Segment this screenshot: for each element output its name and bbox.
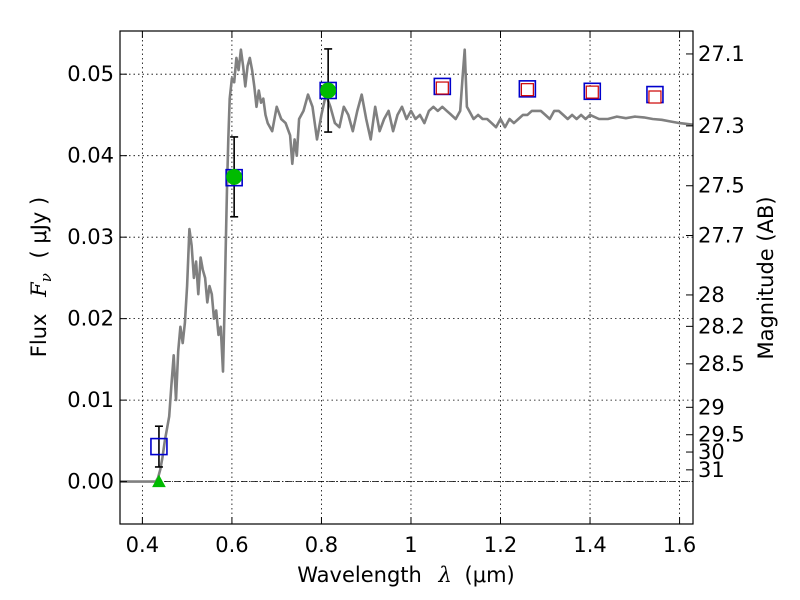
x-axis-label-prefix: Wavelength [297, 563, 422, 587]
axis-ticks: 0.4 0.6 0.8 1 1.2 1.4 1.6 0.00 0.01 0.02 0.03 0.04 0… [67, 31, 745, 557]
x-tick-label: 1.2 [484, 533, 517, 557]
y-tick-label: 0.04 [67, 144, 114, 168]
x-tick-label: 0.4 [126, 533, 159, 557]
mag-tick-label: 27.3 [698, 114, 745, 138]
sed-curve [120, 48, 693, 483]
observed-point [226, 168, 243, 185]
y-axis-label-prefix: Flux [27, 314, 51, 358]
y-tick-label: 0.05 [67, 62, 114, 86]
y2-axis-label: Magnitude (AB) [754, 196, 778, 359]
y-axis-label: Flux Fν ( μJy ) [27, 197, 56, 357]
x-tick-label: 1.4 [573, 533, 606, 557]
red-square [648, 90, 662, 104]
model-box [150, 437, 168, 456]
mag-tick-label: 28 [698, 283, 725, 307]
mag-tick-label: 29.5 [698, 423, 745, 447]
y-tick-label: 0.03 [67, 225, 114, 249]
x-axis-label: Wavelength λ (μm) [297, 563, 514, 587]
model-box [583, 82, 602, 101]
mag-tick-label: 28.5 [698, 352, 745, 376]
red-square [520, 83, 534, 97]
mag-tick-label: 27.7 [698, 224, 745, 248]
mag-tick-label: 30 [698, 440, 725, 464]
model-box [518, 80, 537, 98]
mag-tick-label: 28.2 [698, 314, 745, 338]
plot-frame [119, 30, 694, 525]
upper-limit-marker [152, 474, 166, 488]
mag-tick-label: 27.5 [698, 174, 745, 198]
x-tick-label: 1 [404, 533, 417, 557]
x-tick-label: 0.6 [215, 533, 248, 557]
y-axis-label-unit: ( μJy ) [27, 197, 51, 259]
x-tick-label: 1.6 [663, 533, 696, 557]
red-square [435, 81, 449, 95]
y-axis-label-subscript: ν [37, 273, 55, 282]
x-axis-label-unit: (μm) [465, 563, 515, 587]
y-axis-label-symbol: F [27, 281, 51, 298]
red-square [585, 85, 599, 99]
plot-area [120, 48, 693, 488]
mag-tick-label: 27.1 [698, 42, 745, 66]
x-axis-label-symbol: λ [438, 563, 452, 587]
y-tick-label: 0.01 [67, 388, 114, 412]
x-tick-label: 0.8 [305, 533, 338, 557]
mag-tick-label: 29 [698, 395, 725, 419]
y-tick-label: 0.02 [67, 307, 114, 331]
mag-tick-label: 31 [698, 458, 725, 482]
y-tick-label: 0.00 [67, 470, 114, 494]
observed-point [320, 82, 337, 99]
plot-content [120, 48, 693, 483]
